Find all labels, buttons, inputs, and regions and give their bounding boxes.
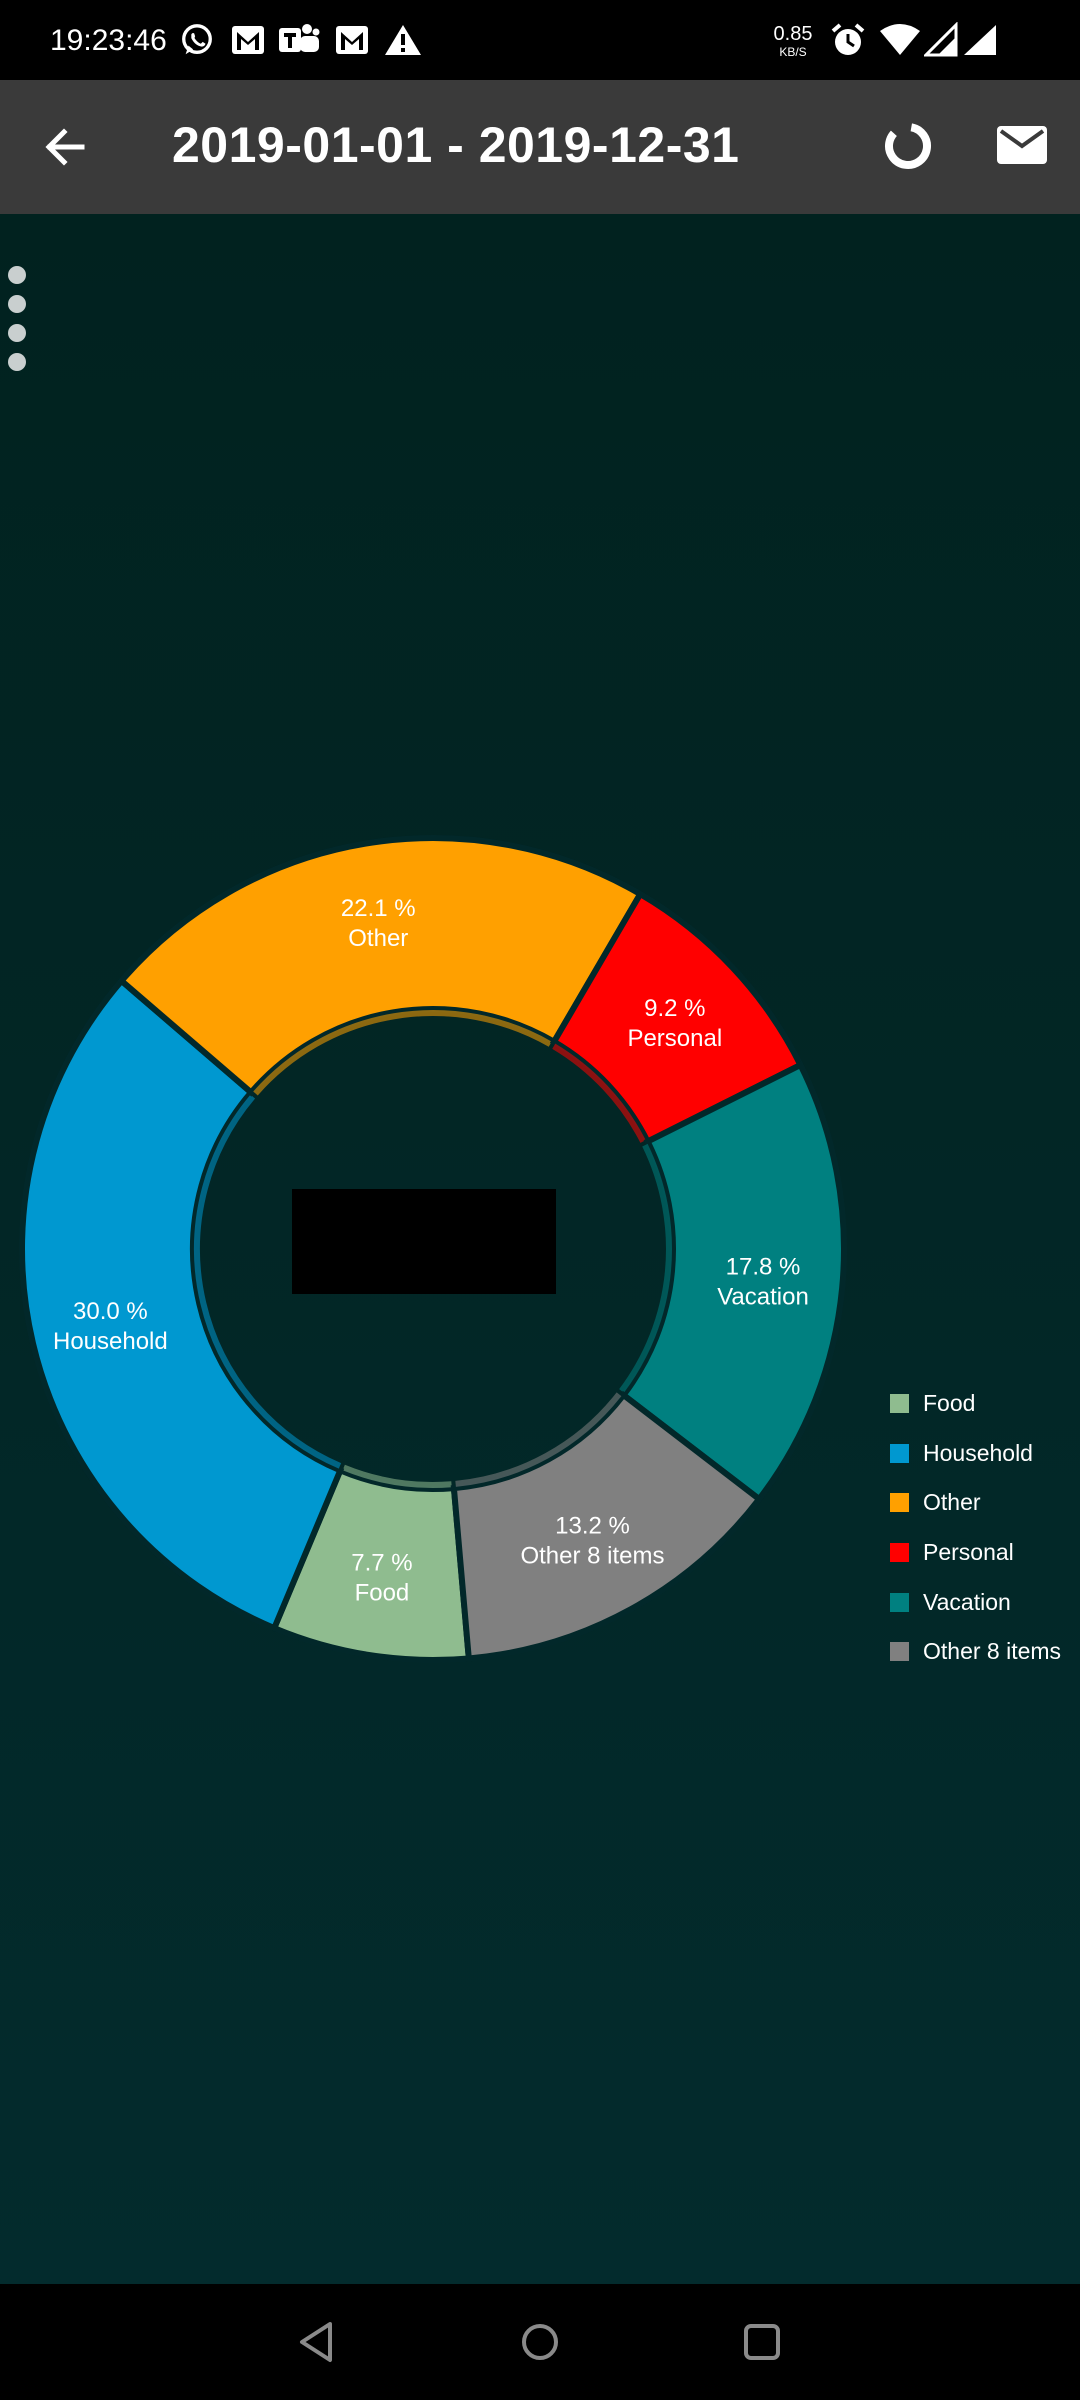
chart-area: 7.7 % Food 30.0 % Household 22.1 % Other 9.2 %… [0, 214, 1080, 2284]
legend-item: Personal [890, 1528, 1061, 1578]
gmail-icon [336, 26, 368, 54]
donut-inner-ring-segment [194, 1094, 342, 1469]
legend-swatch [890, 1592, 909, 1612]
legend-label: Other 8 items [923, 1638, 1062, 1665]
legend-swatch [890, 1493, 909, 1513]
nav-recents-icon[interactable] [742, 2322, 782, 2362]
donut-slice-other[interactable] [117, 835, 645, 1097]
page-title: 2019-01-01 - 2019-12-31 [172, 117, 740, 173]
app-bar: 2019-01-01 - 2019-12-31 [0, 80, 1080, 214]
network-speed-unit: KB/S [779, 45, 807, 59]
donut-slice-household[interactable] [19, 976, 345, 1633]
status-time: 19:23:46 [50, 24, 167, 57]
slice-percent-label: 17.8 % [726, 1253, 801, 1280]
slice-category-label: Personal [627, 1025, 722, 1052]
legend-swatch [890, 1443, 909, 1463]
donut-chart-icon[interactable] [880, 118, 936, 174]
slice-percent-label: 7.7 % [351, 1550, 412, 1577]
slice-category-label: Other [348, 925, 408, 952]
legend-item: Other [890, 1478, 1061, 1528]
nav-home-icon[interactable] [520, 2322, 560, 2362]
legend-item: Vacation [890, 1577, 1061, 1627]
donut-inner-ring-segment [342, 1464, 452, 1488]
system-nav-bar [0, 2284, 1080, 2400]
slice-percent-label: 9.2 % [644, 995, 705, 1022]
back-arrow-icon[interactable] [42, 124, 88, 170]
donut-slices [19, 835, 847, 1663]
network-speed-value: 0.85 [773, 23, 813, 45]
legend-label: Food [923, 1390, 976, 1417]
signal-icon [924, 22, 958, 57]
donut-inner-ring-segment [455, 1392, 622, 1487]
slice-percent-label: 13.2 % [555, 1513, 630, 1540]
donut-inner-ring-segment [552, 1043, 646, 1143]
more-options-dots[interactable] [8, 266, 30, 382]
slice-percent-label: 22.1 % [341, 895, 416, 922]
slice-category-label: Other 8 items [520, 1543, 664, 1570]
donut-inner-ring-segment [253, 1010, 552, 1096]
legend-swatch [890, 1394, 909, 1414]
slice-category-label: Food [355, 1580, 410, 1607]
legend-label: Personal [923, 1539, 1014, 1566]
legend-swatch [890, 1642, 909, 1662]
donut-slice-vacation[interactable] [619, 1060, 847, 1504]
network-speed: 0.85 KB/S [768, 24, 818, 58]
legend-item: Food [890, 1379, 1061, 1429]
mail-icon[interactable] [996, 122, 1048, 168]
redacted-center-value [292, 1189, 556, 1294]
legend-label: Household [923, 1439, 1033, 1466]
legend-label: Other [923, 1489, 981, 1516]
warning-icon [385, 25, 421, 55]
legend-label: Vacation [923, 1588, 1011, 1615]
slice-percent-label: 30.0 % [73, 1298, 148, 1325]
donut-chart: 7.7 % Food 30.0 % Household 22.1 % Other 9.2 %… [19, 835, 847, 1663]
chart-legend: Food Household Other Personal Vacation O… [890, 1379, 1061, 1677]
gmail-icon [232, 26, 264, 54]
whatsapp-icon [182, 24, 212, 55]
donut-slice-other-8-items[interactable] [450, 1390, 764, 1662]
alarm-icon [831, 23, 865, 55]
legend-swatch [890, 1543, 909, 1563]
signal-icon [964, 25, 996, 55]
legend-item: Other 8 items [890, 1627, 1061, 1677]
slice-category-label: Household [53, 1328, 168, 1355]
donut-inner-ring-segment [619, 1143, 672, 1393]
legend-item: Household [890, 1429, 1061, 1479]
teams-icon [279, 24, 320, 52]
nav-back-icon[interactable] [296, 2320, 336, 2364]
wifi-icon [880, 24, 920, 55]
donut-slice-labels: 7.7 % Food 30.0 % Household 22.1 % Other 9.2 %… [53, 895, 809, 1606]
status-bar: 19:23:46 0.85 KB/S [0, 0, 1080, 80]
slice-category-label: Vacation [717, 1283, 809, 1310]
